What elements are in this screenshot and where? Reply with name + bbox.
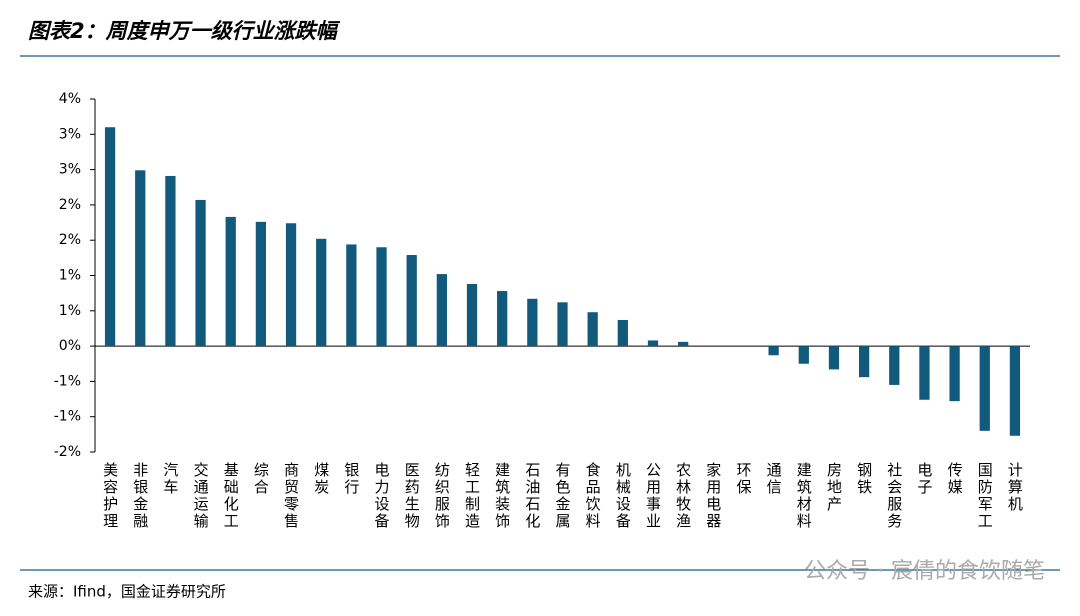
bar (135, 170, 146, 347)
x-tick-label: 非银金融 (131, 462, 149, 530)
bar (557, 302, 568, 347)
bar (587, 312, 598, 347)
x-tick-label: 石油石化 (523, 462, 541, 530)
x-tick-label: 商贸零售 (282, 462, 300, 530)
bar (285, 223, 297, 347)
x-tick-label: 煤炭 (312, 462, 330, 496)
bar (195, 199, 206, 347)
x-tick-label: 电力设备 (373, 462, 391, 530)
bar (376, 247, 387, 347)
y-tick-label: 1% (59, 303, 81, 319)
bar (406, 255, 417, 347)
x-tick-label: 基础化工 (222, 462, 240, 530)
y-tick-label: -1% (54, 373, 81, 389)
x-tick-label: 房地产 (825, 462, 843, 513)
bar (255, 221, 267, 347)
x-tick-label: 机械设备 (614, 462, 632, 530)
bar (828, 346, 840, 370)
x-tick-label: 公用事业 (644, 462, 662, 530)
x-tick-label: 计算机 (1006, 462, 1024, 513)
x-tick-label: 综合 (252, 462, 270, 496)
x-tick-label: 美容护理 (101, 462, 119, 530)
x-tick-label: 环保 (734, 462, 752, 496)
x-tick-label: 钢铁 (855, 462, 873, 496)
chart-title: 图表2：周度申万一级行业涨跌幅 (28, 19, 341, 43)
bar (497, 291, 508, 347)
watermark: 公众号 · 宸倩的食饮随笔 (804, 559, 1045, 584)
y-tick-label: 3% (59, 162, 81, 178)
y-tick-label: 3% (59, 126, 81, 142)
bar (346, 244, 357, 347)
bar (225, 216, 236, 347)
x-tick-label: 建筑装饰 (493, 462, 511, 530)
y-tick-label: 2% (59, 197, 81, 213)
bar (466, 283, 478, 347)
bar (527, 298, 538, 347)
bar (1009, 346, 1021, 436)
bar (617, 319, 628, 347)
y-tick-label: 0% (59, 338, 81, 354)
bar (919, 346, 930, 400)
y-tick-label: -2% (54, 444, 81, 460)
bar (858, 346, 870, 378)
x-tick-label: 传媒 (946, 462, 964, 496)
bar (436, 274, 447, 347)
x-tick-label: 食品饮料 (584, 462, 602, 530)
x-tick-label: 医药生物 (403, 462, 421, 530)
x-tick-label: 社会服务 (885, 462, 903, 530)
x-tick-label: 农林牧渔 (674, 462, 692, 530)
x-tick-label: 电子 (915, 462, 933, 496)
x-tick-label: 国防军工 (976, 462, 994, 530)
source-note: 来源：Ifind，国金证券研究所 (28, 583, 226, 601)
bar (949, 346, 960, 402)
bar (165, 175, 176, 347)
x-tick-label: 纺织服饰 (433, 462, 451, 530)
bar (104, 127, 116, 347)
y-tick-label: -1% (54, 409, 81, 425)
x-tick-label: 建筑材料 (795, 462, 813, 530)
bar (768, 346, 779, 356)
x-tick-label: 汽车 (161, 462, 179, 496)
bar (798, 346, 809, 364)
x-tick-label: 通信 (765, 462, 783, 496)
x-tick-label: 家用电器 (704, 462, 722, 530)
y-tick-label: 4% (59, 91, 81, 107)
x-tick-label: 轻工制造 (463, 462, 481, 530)
x-tick-label: 银行 (342, 462, 360, 496)
bar (316, 238, 327, 347)
y-tick-label: 2% (59, 232, 81, 248)
y-tick-label: 1% (59, 268, 81, 284)
bar (979, 346, 990, 431)
bar (889, 346, 900, 385)
bar (678, 341, 689, 347)
x-tick-label: 有色金属 (554, 462, 572, 530)
x-tick-label: 交通运输 (192, 461, 210, 530)
bar (647, 340, 659, 347)
